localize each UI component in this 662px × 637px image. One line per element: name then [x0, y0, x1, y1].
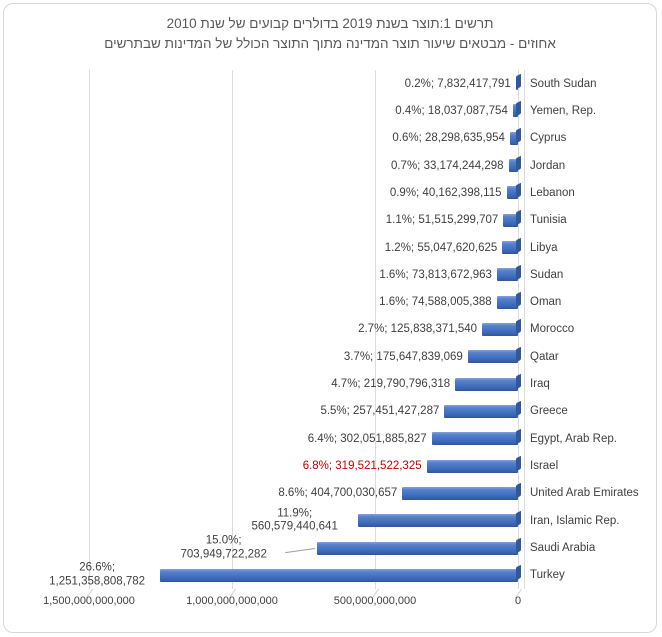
- chart-card: תרשים 1:תוצר בשנת 2019 בדולרים קבועים של…: [3, 3, 657, 633]
- bar: [496, 268, 518, 282]
- bar-row: 15.0%; 703,949,722,282: [89, 534, 518, 561]
- category-label: Oman: [530, 296, 562, 309]
- bar-label: 5.5%; 257,451,427,287: [320, 405, 440, 418]
- bar-row: 6.4%; 302,051,885,827: [89, 425, 518, 452]
- bar-row: 0.4%; 18,037,087,754: [89, 97, 518, 124]
- category-axis: South Sudan Yemen, Rep. Cyprus Jordan Lebano…: [530, 70, 658, 589]
- bar-label: 15.0%; 703,949,722,282: [180, 534, 267, 561]
- category-label: Egypt, Arab Rep.: [530, 432, 617, 445]
- bar-label: 0.4%; 18,037,087,754: [395, 104, 508, 117]
- value-axis: 1,500,000,000,000 1,000,000,000,000 500,00…: [43, 595, 522, 611]
- plot-area: 0.2%; 7,832,417,791 0.4%; 18,037,087,754 0…: [49, 70, 525, 598]
- bar-row: 2.7%; 125,838,371,540: [89, 316, 518, 343]
- bar: [357, 514, 518, 528]
- leader-line: [284, 548, 315, 554]
- category-label: Lebanon: [530, 186, 575, 199]
- bar-label: 6.8%; 319,521,522,325: [302, 460, 422, 473]
- category-label: Turkey: [530, 569, 565, 582]
- bar-row: 11.9%; 560,579,440,641: [89, 507, 518, 534]
- gridline: [89, 70, 90, 589]
- bar-row: 0.7%; 33,174,244,298: [89, 152, 518, 179]
- gridline: [375, 70, 376, 589]
- bar: [508, 159, 518, 173]
- bar-row: 26.6%; 1,251,358,808,782: [49, 562, 518, 589]
- bar-label: 11.9%; 560,579,440,641: [251, 507, 338, 533]
- bar: [160, 568, 518, 582]
- bar-label: 0.7%; 33,174,244,298: [390, 159, 504, 172]
- bar-row: 3.7%; 175,647,839,069: [89, 343, 518, 370]
- bar-row: 0.6%; 28,298,635,954: [89, 125, 518, 152]
- bar-row: 6.8%; 319,521,522,325: [89, 452, 518, 479]
- bar-label: 1.6%; 73,813,672,963: [379, 268, 492, 281]
- category-label: Greece: [530, 405, 568, 418]
- bar-row: 1.6%; 74,588,005,388: [89, 289, 518, 316]
- chart-title: תרשים 1:תוצר בשנת 2019 בדולרים קבועים של…: [166, 16, 494, 31]
- bar: [316, 541, 518, 555]
- bar: [402, 486, 518, 500]
- bar: [467, 350, 518, 364]
- category-label: Tunisia: [530, 214, 567, 227]
- gridline: [232, 70, 233, 589]
- bar-row: 1.2%; 55,047,620,625: [89, 234, 518, 261]
- bar-label: 0.6%; 28,298,635,954: [392, 132, 505, 145]
- x-axis-tick-label: 1,000,000,000,000: [186, 595, 278, 607]
- bar-label: 0.9%; 40,162,398,115: [389, 186, 502, 199]
- bar-label: 1.6%; 74,588,005,388: [379, 296, 492, 309]
- bar: [506, 186, 518, 200]
- bar-row: 1.1%; 51,515,299,707: [89, 207, 518, 234]
- bar-label: 2.7%; 125,838,371,540: [358, 323, 478, 336]
- chart-subtitle: אחוזים - מבטאים שיעור תוצר המדינה מתוך ה…: [104, 36, 556, 51]
- bar: [482, 322, 518, 336]
- bar-row: 1.6%; 73,813,672,963: [89, 261, 518, 288]
- bar: [512, 104, 518, 118]
- bar-label: 1.2%; 55,047,620,625: [384, 241, 498, 254]
- category-label: Yemen, Rep.: [530, 104, 597, 117]
- x-axis-tick-label: 500,000,000,000: [333, 595, 417, 607]
- bar: [503, 213, 518, 227]
- bar: [444, 404, 518, 418]
- x-axis-tick-label: 1,500,000,000,000: [43, 595, 135, 607]
- category-label: Morocco: [530, 323, 575, 336]
- bar-row: 0.2%; 7,832,417,791: [89, 70, 518, 97]
- bar-label: 1.1%; 51,515,299,707: [385, 214, 499, 227]
- bar: [431, 432, 518, 446]
- bar: [515, 77, 518, 91]
- category-label: Jordan: [530, 159, 566, 172]
- category-label: Libya: [530, 241, 558, 254]
- bar-row: 4.7%; 219,790,796,318: [89, 370, 518, 397]
- category-label: Saudi Arabia: [530, 542, 596, 555]
- bar-label: 0.2%; 7,832,417,791: [404, 77, 511, 90]
- bar-label: 3.7%; 175,647,839,069: [343, 350, 463, 363]
- category-label: Qatar: [530, 350, 559, 363]
- bar: [426, 459, 518, 473]
- bar-row: 5.5%; 257,451,427,287: [89, 398, 518, 425]
- bar-label: 4.7%; 219,790,796,318: [331, 378, 451, 391]
- category-label: South Sudan: [530, 77, 597, 90]
- bar: [496, 295, 518, 309]
- bar: [502, 241, 518, 255]
- category-label: Israel: [530, 460, 559, 473]
- bar-label: 6.4%; 302,051,885,827: [307, 432, 427, 445]
- category-label: Iran, Islamic Rep.: [530, 514, 620, 527]
- bar: [455, 377, 518, 391]
- category-label: Iraq: [530, 378, 550, 391]
- category-label: Sudan: [530, 268, 564, 281]
- bar-row: 8.6%; 404,700,030,657: [89, 480, 518, 507]
- bar-label: 8.6%; 404,700,030,657: [278, 487, 398, 500]
- category-label: United Arab Emirates: [530, 487, 639, 500]
- bar-row: 0.9%; 40,162,398,115: [89, 179, 518, 206]
- x-axis-tick-label: 0: [514, 595, 522, 607]
- axis-wall-line: [524, 70, 525, 589]
- category-label: Cyprus: [530, 132, 567, 145]
- bar: [509, 131, 518, 145]
- chart-title-block: תרשים 1:תוצר בשנת 2019 בדולרים קבועים של…: [4, 4, 656, 54]
- bar-label: 26.6%; 1,251,358,808,782: [49, 561, 146, 588]
